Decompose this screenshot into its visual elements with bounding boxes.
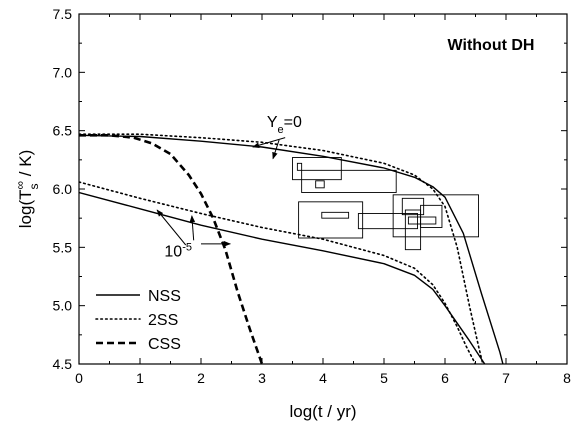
observation-box: [301, 169, 397, 193]
y-tick-labels: 4.5 5.0 5.5 6.0 6.5 7.0 7.5: [53, 6, 73, 372]
x-tick-label: 7: [502, 370, 510, 386]
x-tick-label: 0: [75, 370, 83, 386]
y-tick-label: 7.5: [53, 6, 73, 22]
x-tick-labels: 0 1 2 3 4 5 6 7 8: [75, 370, 571, 386]
observation-boxes: [292, 157, 479, 251]
x-tick-label: 1: [136, 370, 144, 386]
legend-label: 2SS: [148, 312, 178, 329]
observation-box: [296, 162, 303, 171]
observation-box: [292, 157, 342, 181]
series-line-solid: [79, 134, 504, 364]
observation-box: [321, 211, 350, 219]
observation-box: [315, 180, 325, 189]
annotation-arrow: [189, 215, 196, 241]
annotations: Ye=0 10-5: [156, 114, 302, 261]
x-tick-label: 4: [319, 370, 327, 386]
observation-box: [404, 209, 422, 251]
annotation-arrow: [252, 137, 286, 148]
x-tick-label: 6: [441, 370, 449, 386]
y-axis-label-sub: s: [27, 184, 41, 190]
x-axis-label: log(t / yr): [289, 402, 356, 421]
series-line-dotted: [79, 181, 477, 364]
chart-title: Without DH: [448, 37, 535, 54]
x-tick-label: 5: [380, 370, 388, 386]
legend-label: NSS: [148, 288, 181, 305]
series-line-dashed: [79, 134, 264, 364]
x-tick-label: 8: [563, 370, 571, 386]
observation-box: [298, 201, 364, 239]
y-tick-label: 5.0: [53, 298, 73, 314]
observation-box: [407, 216, 437, 225]
observation-box: [392, 194, 479, 238]
y-axis-label: log(Ts∞ / K): [13, 150, 41, 228]
annotation-arrow: [156, 209, 187, 246]
x-tick-label: 3: [258, 370, 266, 386]
y-tick-label: 4.5: [53, 356, 73, 372]
y-axis-label-end: / K): [16, 150, 35, 181]
series-line-solid: [79, 191, 486, 364]
observation-box: [357, 213, 419, 230]
observation-box: [401, 197, 425, 216]
y-tick-label: 7.0: [53, 64, 73, 80]
y-axis-label-sup: ∞: [13, 181, 27, 190]
y-tick-label: 5.5: [53, 239, 73, 255]
annotation-arrow: [272, 139, 280, 160]
legend: NSS 2SS CSS: [95, 288, 181, 353]
annotation-ye5: 10-5: [164, 242, 192, 261]
legend-label: CSS: [148, 336, 181, 353]
y-axis-label-main: log(T: [16, 190, 35, 229]
observation-box: [420, 204, 443, 228]
y-tick-label: 6.0: [53, 181, 73, 197]
x-tick-label: 2: [197, 370, 205, 386]
series-line-dotted: [79, 133, 484, 364]
y-tick-label: 6.5: [53, 123, 73, 139]
annotation-ye0: Ye=0: [267, 114, 302, 136]
cooling-curves: [79, 133, 504, 364]
